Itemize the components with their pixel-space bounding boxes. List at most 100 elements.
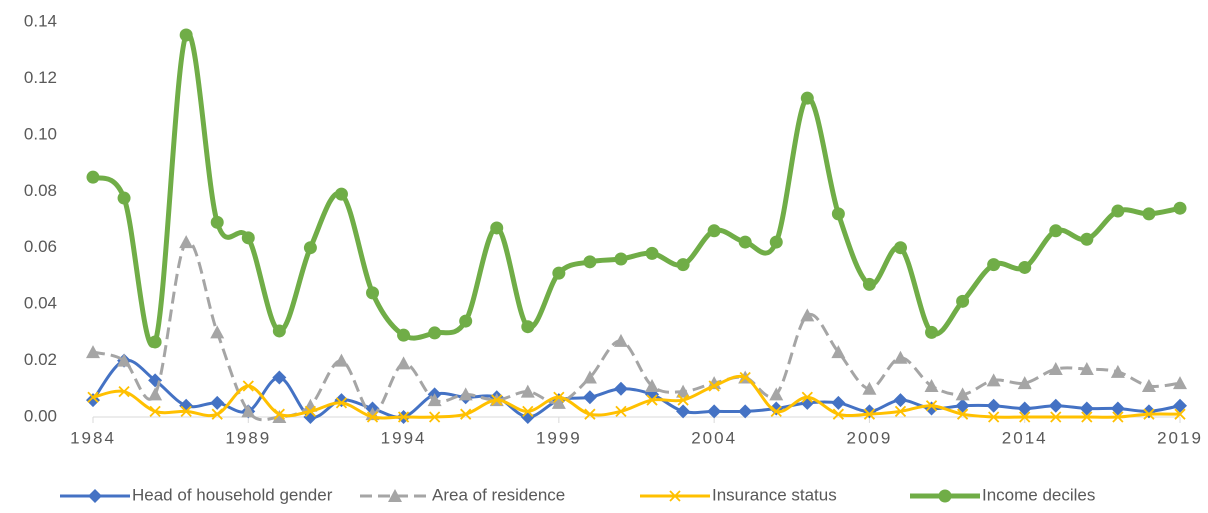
marker <box>303 241 317 255</box>
marker <box>925 325 939 339</box>
marker <box>1017 401 1032 416</box>
marker <box>459 314 473 328</box>
marker <box>334 353 349 367</box>
marker <box>397 328 411 342</box>
marker <box>241 231 255 245</box>
marker <box>210 395 225 410</box>
marker <box>801 391 813 403</box>
marker <box>1111 204 1125 218</box>
marker <box>179 235 194 249</box>
marker <box>677 394 689 406</box>
marker <box>955 398 970 413</box>
y-tick-label: 0.10 <box>24 124 57 143</box>
marker <box>1079 362 1094 376</box>
marker <box>272 410 287 423</box>
marker <box>428 411 441 423</box>
marker <box>522 405 534 417</box>
marker <box>118 385 130 398</box>
marker <box>1079 401 1094 416</box>
marker <box>669 490 681 502</box>
marker <box>86 170 100 184</box>
marker <box>707 404 722 419</box>
marker <box>769 235 783 249</box>
marker <box>1174 408 1186 420</box>
marker <box>613 333 628 347</box>
marker <box>938 489 952 503</box>
marker <box>831 395 846 410</box>
marker <box>1141 378 1156 392</box>
marker <box>366 286 380 300</box>
marker <box>894 405 907 417</box>
marker <box>1017 376 1032 390</box>
marker <box>676 258 690 272</box>
marker <box>388 489 402 502</box>
marker <box>645 246 659 260</box>
marker <box>242 380 254 392</box>
marker <box>1110 401 1125 416</box>
marker <box>520 410 535 424</box>
series <box>86 28 1187 349</box>
marker <box>210 215 224 229</box>
marker <box>149 405 161 417</box>
marker <box>117 191 131 205</box>
marker <box>893 393 908 408</box>
marker <box>646 394 658 406</box>
marker <box>956 294 970 308</box>
marker <box>179 28 193 42</box>
legend-label: Area of residence <box>432 485 565 504</box>
x-tick-label: 2019 <box>1157 428 1203 447</box>
marker <box>614 252 628 266</box>
marker <box>862 277 876 291</box>
marker <box>738 235 752 249</box>
marker <box>582 390 597 405</box>
marker <box>180 405 192 417</box>
marker <box>87 391 99 403</box>
marker <box>1110 364 1125 378</box>
marker <box>490 221 504 235</box>
marker <box>335 397 348 409</box>
y-tick-label: 0.08 <box>24 181 57 200</box>
legend-item: Income deciles <box>910 485 1095 504</box>
marker <box>1049 224 1063 238</box>
marker <box>676 384 691 398</box>
marker <box>428 326 442 340</box>
marker <box>862 404 877 419</box>
marker <box>521 320 535 334</box>
marker <box>397 411 410 423</box>
marker <box>1143 408 1155 420</box>
x-tick-label: 1994 <box>381 428 427 447</box>
marker <box>988 411 1000 423</box>
marker <box>986 373 1001 387</box>
legend-item: Area of residence <box>360 485 565 504</box>
marker <box>583 255 597 269</box>
marker <box>148 335 162 349</box>
marker <box>366 411 379 423</box>
marker <box>1081 411 1093 423</box>
marker <box>986 398 1001 413</box>
marker <box>1173 376 1187 390</box>
x-tick-label: 1999 <box>536 428 582 447</box>
marker <box>552 266 566 280</box>
marker <box>334 187 348 201</box>
marker <box>1173 398 1187 413</box>
marker <box>304 405 317 417</box>
y-tick-label: 0.04 <box>24 294 57 313</box>
marker <box>769 387 784 401</box>
y-tick-label: 0.06 <box>24 237 57 256</box>
marker <box>582 370 597 384</box>
series <box>86 353 1187 424</box>
marker <box>987 258 1001 272</box>
marker <box>1080 232 1094 246</box>
marker <box>862 381 877 395</box>
marker <box>613 381 628 396</box>
marker <box>832 408 845 420</box>
marker <box>770 405 782 417</box>
x-tick-label: 2014 <box>1002 428 1048 447</box>
marker <box>925 400 938 412</box>
marker <box>86 345 100 359</box>
marker <box>241 404 256 418</box>
marker <box>117 353 132 367</box>
marker <box>924 401 939 416</box>
marker <box>520 384 535 398</box>
marker <box>179 398 194 413</box>
